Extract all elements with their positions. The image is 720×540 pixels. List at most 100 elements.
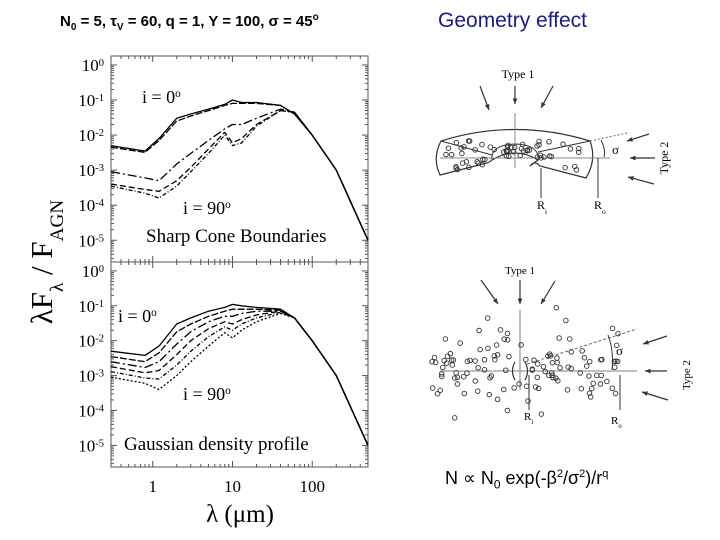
ro-label: Ro: [611, 415, 622, 430]
cloud-icon: [493, 342, 500, 348]
cloud-icon: [587, 394, 594, 400]
cloud-icon: [475, 365, 481, 371]
cloud-icon: [518, 342, 524, 348]
cloud-icon: [581, 354, 588, 361]
cloud-icon: [534, 374, 541, 381]
cloud-icon: [504, 337, 511, 343]
cloud-icon: [477, 346, 483, 353]
cloud-icon: [453, 139, 460, 146]
cloud-icon: [439, 373, 445, 380]
sed-curve-1-1: [110, 99, 369, 241]
arrow-head-icon: [541, 298, 546, 304]
type2-label: Type 2: [657, 142, 671, 175]
cloud-icon: [479, 161, 486, 168]
cloud-icon: [451, 415, 458, 421]
sigma-arc: [607, 334, 613, 371]
torus-outline: [435, 128, 594, 179]
cloud-icon: [523, 356, 529, 363]
cloud-icon: [448, 357, 455, 363]
cloud-icon: [536, 138, 542, 145]
cloud-icon: [488, 373, 495, 379]
y-tick-label: 10-1: [78, 297, 104, 316]
cloud-icon: [481, 357, 488, 363]
cloud-icon: [615, 330, 621, 337]
cloud-icon: [511, 385, 517, 391]
sed-curve-1-3: [110, 108, 369, 241]
label-i-0: i = 0o: [142, 87, 181, 107]
arrow-head-icon: [484, 104, 490, 110]
cloud-icon: [553, 375, 559, 381]
cloud-icon: [464, 358, 471, 365]
cloud-icon: [454, 166, 461, 173]
label-i-90: i = 90o: [183, 198, 231, 218]
y-tick-label: 10-4: [78, 196, 105, 215]
cloud-icon: [465, 138, 472, 144]
sigma-label: σ: [612, 142, 619, 157]
cloud-icon: [472, 147, 478, 153]
cloud-icon: [535, 385, 542, 392]
density-equation: N ∝ N0 exp(-β2/σ2)/rq: [445, 468, 609, 492]
arrow-head-icon: [643, 340, 649, 345]
label-i-90: i = 90o: [183, 384, 231, 404]
arrow-head-icon: [645, 368, 651, 374]
cloud-icon: [504, 330, 511, 337]
cloud-icon: [550, 374, 556, 381]
cloud-icon: [429, 359, 435, 365]
cloud-icon: [438, 371, 445, 377]
cloud-icon: [586, 390, 593, 396]
cloud-icon: [452, 375, 458, 381]
cloud-icon: [567, 146, 574, 152]
cloud-icon: [577, 370, 583, 376]
ri-label: Ri: [524, 411, 533, 426]
cloud-icon: [453, 165, 459, 171]
cloud-icon: [445, 145, 452, 151]
arrow-head-icon: [541, 102, 546, 108]
y-tick-label: 10-3: [78, 367, 104, 386]
x-tick-label: 1: [148, 477, 157, 496]
cloud-icon: [609, 325, 616, 332]
type1-label: Type 1: [502, 67, 535, 81]
cloud-icon: [437, 387, 443, 394]
sigma-arc: [600, 139, 606, 158]
cloud-icon: [575, 149, 582, 156]
cloud-icon: [442, 336, 449, 342]
panel-label: Gaussian density profile: [124, 434, 309, 455]
cloud-icon: [454, 381, 461, 387]
ro-label: Ro: [594, 198, 606, 216]
cloud-icon: [554, 359, 560, 366]
type1-label: Type 1: [505, 265, 535, 277]
y-tick-label: 100: [82, 56, 104, 75]
arrow-head-icon: [628, 176, 634, 181]
cloud-icon: [590, 380, 596, 387]
cloud-icon: [583, 363, 590, 369]
cloud-icon: [447, 350, 454, 357]
y-tick-label: 100: [82, 262, 104, 281]
cloud-icon: [612, 390, 619, 397]
plot-frame: [110, 261, 369, 468]
sed-curve-1-5: [110, 109, 369, 241]
cloud-icon: [476, 327, 482, 334]
y-tick-label: 10-4: [78, 401, 105, 420]
sed-curve-2-4: [110, 310, 369, 446]
cloud-icon: [459, 150, 465, 157]
cloud-icon: [538, 411, 545, 417]
y-tick-label: 10-1: [78, 91, 104, 110]
sigma-line: [589, 132, 628, 142]
cloud-icon: [494, 352, 501, 358]
x-tick-label: 100: [299, 477, 325, 496]
cloud-icon: [553, 304, 560, 311]
cloud-icon: [429, 385, 436, 391]
cloud-icon: [466, 164, 472, 171]
cloud-icon: [461, 390, 468, 397]
cloud-icon: [485, 345, 491, 352]
cloud-icon: [541, 154, 547, 160]
cloud-icon: [492, 356, 498, 363]
cloud-icon: [448, 151, 455, 158]
cloud-icon: [566, 336, 573, 342]
cloud-icon: [534, 154, 541, 160]
cloud-icon: [542, 368, 548, 375]
cloud-icon: [472, 358, 478, 364]
cloud-icon: [586, 373, 592, 379]
cloud-icon: [594, 372, 600, 379]
